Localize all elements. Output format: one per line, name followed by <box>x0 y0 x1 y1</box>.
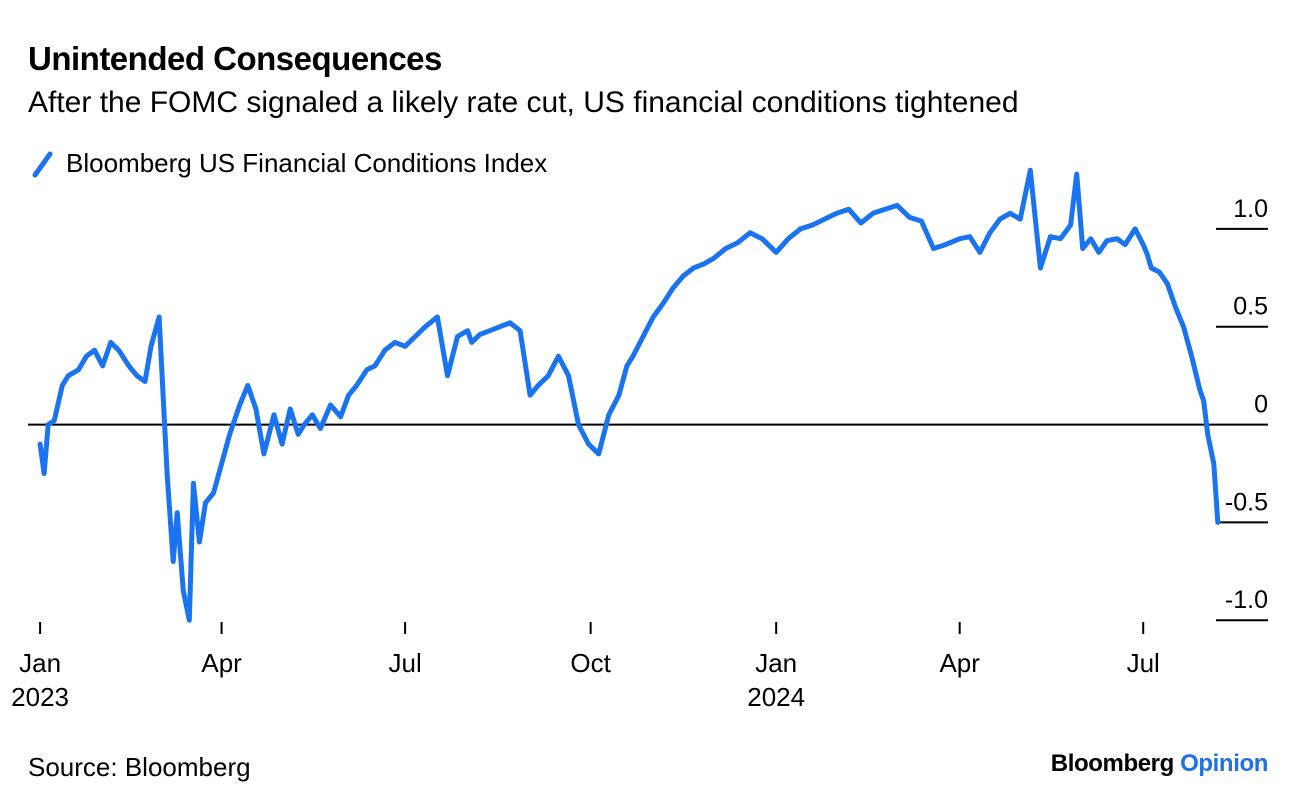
x-tick-label: Oct <box>570 648 611 678</box>
series-line <box>37 167 1221 623</box>
y-tick-label: 1.0 <box>1233 195 1268 223</box>
legend: Bloomberg US Financial Conditions Index <box>30 148 547 179</box>
y-tick-label: 0 <box>1254 391 1268 419</box>
source-note: Source: Bloomberg <box>28 752 251 782</box>
brand-logo: Bloomberg Opinion <box>1050 750 1269 778</box>
y-tick-label: 0.5 <box>1233 293 1268 321</box>
x-tick-year-label: 2024 <box>747 682 805 712</box>
x-tick-label: Apr <box>939 648 980 678</box>
x-tick-label: Jul <box>1127 648 1160 678</box>
chart-subtitle: After the FOMC signaled a likely rate cu… <box>28 86 1019 119</box>
brand-accent: Opinion <box>1180 750 1268 777</box>
chart-title: Unintended Consequences <box>28 40 442 77</box>
x-tick-year-label: 2023 <box>11 682 69 712</box>
legend-label: Bloomberg US Financial Conditions Index <box>66 148 548 178</box>
legend-swatch-icon <box>32 151 53 177</box>
y-tick-label: -1.0 <box>1225 586 1268 614</box>
x-tick-label: Jan <box>19 648 61 678</box>
x-tick-label: Jan <box>755 648 797 678</box>
x-tick-label: Jul <box>388 648 421 678</box>
brand-name: Bloomberg <box>1050 750 1174 777</box>
y-tick-label: -0.5 <box>1225 488 1268 516</box>
x-tick-label: Apr <box>201 648 242 678</box>
